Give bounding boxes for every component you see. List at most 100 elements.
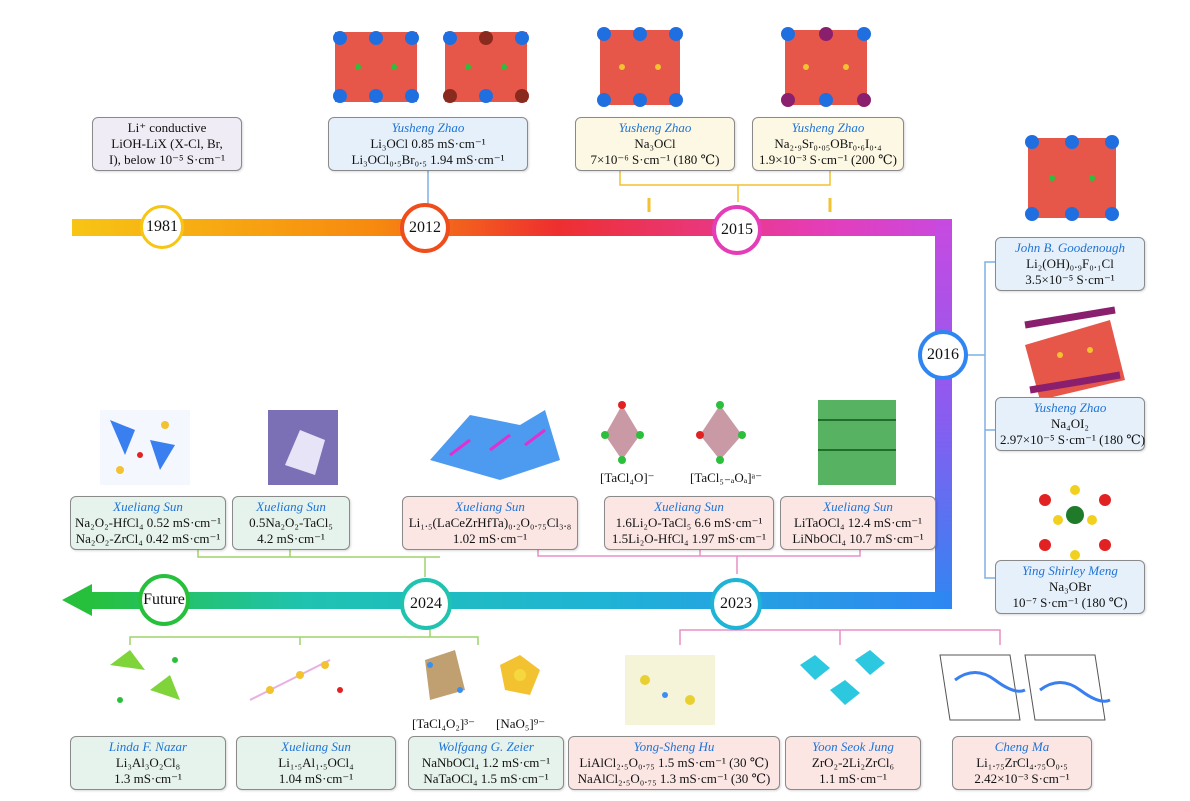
crystal-structure-icon [939,654,1111,721]
card-line: 1.1 mS·cm⁻¹ [819,771,887,786]
crystal-structure-icon [1025,135,1119,221]
author-name: Yusheng Zhao [1033,400,1107,415]
card-line: 1.02 mS·cm⁻¹ [452,531,528,546]
author-name: Ying Shirley Meng [1022,563,1118,578]
card-line: 0.5Na₂O₂-TaCl₅ [249,515,333,530]
ion-label-tacl4o2: [TaCl₄O₂]³⁻ [412,716,475,731]
card-line: Li⁺ conductive [127,120,207,135]
crystal-structure-icon [443,31,529,103]
card-2016-na3obr: Ying Shirley Meng Na₃OBr 10⁻⁷ S·cm⁻¹ (18… [995,560,1145,614]
card-2015-na3ocl: Yusheng Zhao Na₃OCl 7×10⁻⁶ S·cm⁻¹ (180 ℃… [575,117,735,171]
card-line: Li₃OCl 0.85 mS·cm⁻¹ [370,136,486,151]
card-line: 4.2 mS·cm⁻¹ [257,531,325,546]
author-name: Xueliang Sun [455,499,525,514]
author-name: Linda F. Nazar [108,739,188,754]
year-2016-marker: 2016 [918,330,968,380]
card-line: NaNbOCl₄ 1.2 mS·cm⁻¹ [421,755,551,770]
author-name: Cheng Ma [994,739,1050,754]
card-line: Li₁.₇₅ZrCl₄.₇₅O₀.₅ [976,755,1068,770]
author-name: Yoon Seok Jung [812,739,894,754]
card-line: I), below 10⁻⁵ S·cm⁻¹ [108,152,226,167]
crystal-structure-icon [625,655,715,725]
timeline-arrow-head [62,584,92,616]
ion-label-nao5: [NaO₅]⁹⁻ [496,716,546,731]
card-litaocl4: Xueliang Sun LiTaOCl₄ 12.4 mS·cm⁻¹ LiNbO… [780,496,936,550]
author-name: Xueliang Sun [823,499,893,514]
timeline-bar-bottom [90,592,952,609]
year-2012-marker: 2012 [400,203,450,253]
crystal-structure-icon [500,655,540,695]
card-line: 10⁻⁷ S·cm⁻¹ (180 ℃) [1012,595,1128,610]
crystal-structure-icon [110,650,180,703]
author-name: Yusheng Zhao [391,120,465,135]
card-line: Na₂O₂-ZrCl₄ 0.42 mS·cm⁻¹ [75,531,221,546]
author-name: Xueliang Sun [256,499,326,514]
crystal-structure-icon [781,27,871,107]
crystal-structure-icon [818,400,896,485]
card-2012: Yusheng Zhao Li₃OCl 0.85 mS·cm⁻¹ Li₃OCl₀… [328,117,528,171]
card-line: 1.3 mS·cm⁻¹ [114,771,182,786]
sample-photo-icon [268,410,338,485]
octahedron-icon [601,401,644,464]
card-line: Na₂.₉Sr₀.₀₅OBr₀.₆I₀.₄ [774,136,882,151]
card-line: Na₄OI₂ [1051,416,1089,431]
card-lialcl: Yong-Sheng Hu LiAlCl₂.₅O₀.₇₅ 1.5 mS·cm⁻¹… [568,736,780,790]
author-name: Xueliang Sun [281,739,351,754]
year-2023-marker: 2023 [710,578,762,630]
author-name: Yusheng Zhao [618,120,692,135]
card-zro2-li2zrcl6: Yoon Seok Jung ZrO₂-2Li₂ZrCl₆ 1.1 mS·cm⁻… [785,736,921,790]
author-name: Xueliang Sun [113,499,183,514]
ion-label-tacl4o: [TaCl₄O]⁻ [600,470,655,485]
ion-label-tacl5: [TaCl₅₋ₐOₐ]ᵃ⁻ [690,470,763,485]
crystal-structure-icon [430,410,560,480]
card-2016-goodenough: John B. Goodenough Li₂(OH)₀.₉F₀.₁Cl 3.5×… [995,237,1145,291]
octahedron-icon [696,401,746,464]
crystal-structure-icon [425,650,465,700]
crystal-structure-icon [249,659,343,701]
card-line: LiAlCl₂.₅O₀.₇₅ 1.5 mS·cm⁻¹ (30 ℃) [579,755,769,770]
card-high-entropy: Xueliang Sun Li₁.₅(LaCeZrHfTa)₀.₂O₀.₇₅Cl… [402,496,578,550]
crystal-structure-icon [333,31,419,103]
author-name: Xueliang Sun [654,499,724,514]
card-line: NaAlCl₂.₅O₀.₇₅ 1.3 mS·cm⁻¹ (30 ℃) [577,771,771,786]
card-line: 2.97×10⁻⁵ S·cm⁻¹ (180 ℃) [1000,432,1146,447]
card-line: Li₁.₅Al₁.₅OCl₄ [278,755,354,770]
card-na2o2-hfcl4: Xueliang Sun Na₂O₂-HfCl₄ 0.52 mS·cm⁻¹ Na… [70,496,226,550]
card-2016-na4oi2: Yusheng Zhao Na₄OI₂ 2.97×10⁻⁵ S·cm⁻¹ (18… [995,397,1145,451]
card-line: 7×10⁻⁶ S·cm⁻¹ (180 ℃) [590,152,720,167]
card-line: LiOH-LiX (X-Cl, Br, [111,136,223,151]
timeline-bar-right [935,219,952,609]
card-line: Li₁.₅(LaCeZrHfTa)₀.₂O₀.₇₅Cl₃.₈ [408,515,572,530]
future-marker: Future [138,574,190,626]
card-li2o-tacl5: Xueliang Sun 1.6Li₂O-TaCl₅ 6.6 mS·cm⁻¹ 1… [604,496,774,550]
year-2024-marker: 2024 [400,578,452,630]
timeline-bar-top [72,219,952,236]
card-line: 1.5Li₂O-HfCl₄ 1.97 mS·cm⁻¹ [611,531,767,546]
crystal-structure-icon [1024,306,1125,400]
card-1981: Li⁺ conductive LiOH-LiX (X-Cl, Br, I), b… [92,117,242,171]
card-line: Na₂O₂-HfCl₄ 0.52 mS·cm⁻¹ [75,515,222,530]
card-line: Na₃OBr [1048,579,1092,594]
crystal-structure-icon [1039,485,1111,560]
card-line: 1.9×10⁻³ S·cm⁻¹ (200 ℃) [759,152,897,167]
card-line: 1.6Li₂O-TaCl₅ 6.6 mS·cm⁻¹ [615,515,763,530]
card-line: Li₃OCl₀.₅Br₀.₅ 1.94 mS·cm⁻¹ [351,152,505,167]
card-2015-nasr: Yusheng Zhao Na₂.₉Sr₀.₀₅OBr₀.₆I₀.₄ 1.9×1… [752,117,904,171]
card-li3al3o2cl8: Linda F. Nazar Li₃Al₃O₂Cl₈ 1.3 mS·cm⁻¹ [70,736,226,790]
crystal-structure-icon [100,410,190,485]
author-name: John B. Goodenough [1014,240,1126,255]
card-line: LiTaOCl₄ 12.4 mS·cm⁻¹ [793,515,923,530]
card-na2o2-tacl5: Xueliang Sun 0.5Na₂O₂-TaCl₅ 4.2 mS·cm⁻¹ [232,496,350,550]
card-line: Na₃OCl [634,136,676,151]
card-line: 1.04 mS·cm⁻¹ [278,771,354,786]
card-line: ZrO₂-2Li₂ZrCl₆ [811,755,895,770]
year-2015-marker: 2015 [712,205,762,255]
card-li175zrcl: Cheng Ma Li₁.₇₅ZrCl₄.₇₅O₀.₅ 2.42×10⁻³ S·… [952,736,1092,790]
card-line: Li₂(OH)₀.₉F₀.₁Cl [1026,256,1114,271]
card-line: 2.42×10⁻³ S·cm⁻¹ [974,771,1070,786]
author-name: Wolfgang G. Zeier [438,739,534,754]
card-nanbocl4: Wolfgang G. Zeier NaNbOCl₄ 1.2 mS·cm⁻¹ N… [408,736,564,790]
author-name: Yusheng Zhao [791,120,865,135]
author-name: Yong-Sheng Hu [633,739,715,754]
